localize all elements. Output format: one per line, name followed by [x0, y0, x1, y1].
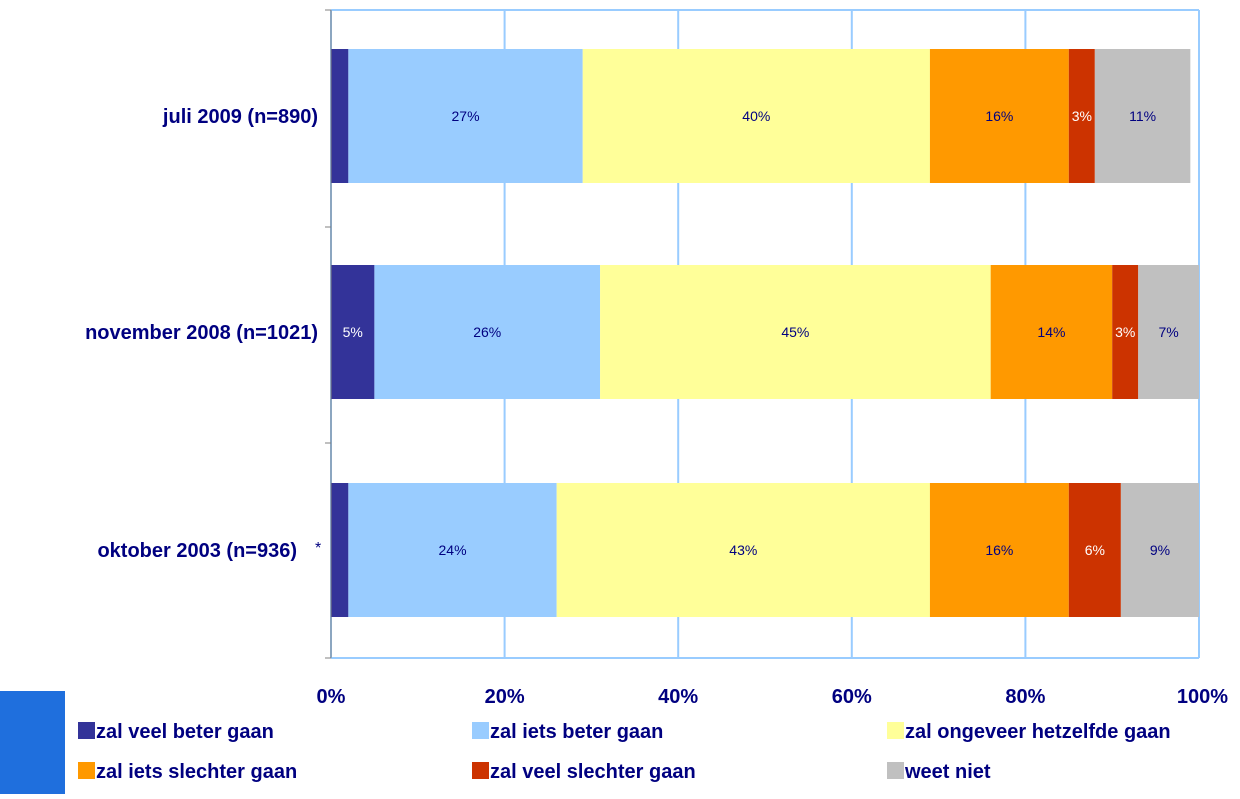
data-label: 27%: [452, 108, 480, 124]
bar-segment: [1138, 265, 1199, 399]
data-label: 43%: [729, 542, 757, 558]
data-label: 45%: [781, 324, 809, 340]
data-label: 14%: [1037, 324, 1065, 340]
legend-swatch: [472, 762, 489, 779]
x-tick-label: 20%: [485, 686, 525, 708]
legend-swatch: [78, 722, 95, 739]
bar-segment: [348, 483, 557, 617]
data-label: 16%: [985, 108, 1013, 124]
category-label: november 2008 (n=1021): [85, 322, 318, 344]
legend-swatch: [78, 762, 95, 779]
x-tick-label: 0%: [317, 686, 346, 708]
legend-label: zal iets slechter gaan: [96, 761, 297, 783]
bar-segment: [929, 483, 1069, 617]
bar-segment: [1068, 49, 1095, 183]
bar-segment: [331, 49, 349, 183]
data-label: 9%: [1150, 542, 1170, 558]
legend-label: weet niet: [904, 761, 991, 783]
data-label: 16%: [985, 542, 1013, 558]
x-tick-label: 100%: [1177, 686, 1228, 708]
legend-swatch: [472, 722, 489, 739]
legend-label: zal iets beter gaan: [490, 721, 663, 743]
legend-label: zal veel beter gaan: [96, 721, 274, 743]
bar-segment: [331, 483, 349, 617]
bar-segment: [1094, 49, 1191, 183]
x-tick-label: 80%: [1005, 686, 1045, 708]
legend-label: zal veel slechter gaan: [490, 761, 696, 783]
legend-layer: zal veel beter gaan zal iets beter gaan za…: [78, 721, 1171, 783]
category-label: oktober 2003 (n=936): [97, 540, 297, 562]
bar-segment: [374, 265, 601, 399]
bar-segment: [1120, 483, 1199, 617]
bars-layer: [331, 49, 1199, 617]
legend-swatch: [887, 762, 904, 779]
category-label: juli 2009 (n=890): [162, 106, 318, 128]
left-accent-block: [0, 691, 65, 794]
x-tick-label: 60%: [832, 686, 872, 708]
bar-segment: [1068, 483, 1121, 617]
bar-segment: [331, 265, 375, 399]
data-label: 24%: [439, 542, 467, 558]
bar-segment: [348, 49, 583, 183]
bar-segment: [582, 49, 930, 183]
data-label: 3%: [1072, 108, 1092, 124]
data-label: 7%: [1159, 324, 1179, 340]
bar-segment: [600, 265, 991, 399]
data-label: 26%: [473, 324, 501, 340]
data-label: 11%: [1129, 108, 1156, 124]
labels-layer: 27% 40% 16% 3% 11% 5% 26% 45% 14% 3% 7% 24% 43% 16% 6%…: [343, 108, 1179, 558]
axis-layer: juli 2009 (n=890) november 2008 (n=1021) o…: [85, 10, 1228, 708]
bar-segment: [556, 483, 930, 617]
legend-label: zal ongeveer hetzelfde gaan: [905, 721, 1171, 743]
data-label: 3%: [1115, 324, 1135, 340]
bar-segment: [990, 265, 1113, 399]
bar-segment: [1112, 265, 1139, 399]
x-tick-label: 40%: [658, 686, 698, 708]
legend-swatch: [887, 722, 904, 739]
data-label: 40%: [742, 108, 770, 124]
data-label: 5%: [343, 324, 363, 340]
category-note: *: [315, 540, 321, 557]
bar-segment: [929, 49, 1069, 183]
data-label: 6%: [1085, 542, 1105, 558]
